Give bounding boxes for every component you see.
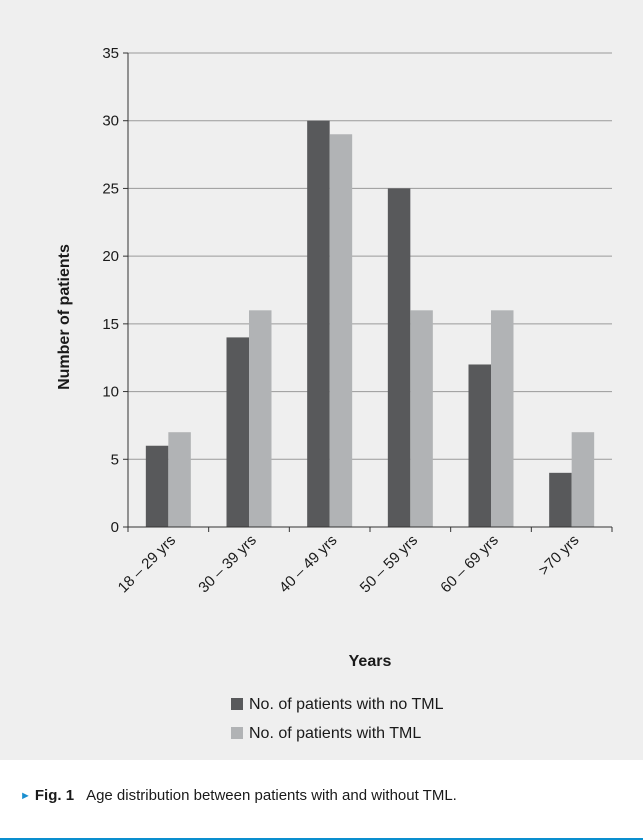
x-tick-label: 18 – 29 yrs [115, 532, 180, 597]
y-tick-label: 25 [102, 180, 119, 197]
caption-text: Age distribution between patients with a… [86, 787, 457, 804]
y-tick-label: 15 [102, 316, 119, 333]
bar-chart: 0 5 10 15 20 25 30 35 18 – 29 yrs 30 – 39 yrs 40 … [56, 45, 613, 742]
legend-label: No. of patients with no TML [249, 696, 444, 713]
x-tick-label: 50 – 59 yrs [357, 532, 422, 597]
bar-tml [571, 432, 595, 527]
legend-swatch [231, 727, 243, 739]
figure-caption-row: ► Fig. 1 Age distribution between patients… [0, 760, 643, 840]
y-tick-label: 0 [111, 519, 119, 536]
caption-arrow-icon: ► [20, 790, 31, 802]
y-tick-label: 30 [102, 113, 119, 130]
bar-tml [249, 310, 272, 527]
axes [127, 53, 612, 528]
figure-caption: ► Fig. 1 Age distribution between patients… [20, 787, 457, 804]
bar-no-tml [549, 472, 572, 527]
legend-label: No. of patients with TML [249, 725, 421, 742]
y-tick-label: 10 [102, 384, 119, 401]
x-tick-label: 60 – 69 yrs [437, 532, 502, 597]
x-axis-title: Years [349, 653, 392, 670]
y-axis-title: Number of patients [56, 244, 73, 390]
bar-no-tml [307, 120, 330, 527]
x-tick-label: 40 – 49 yrs [276, 532, 341, 597]
legend: No. of patients with no TML No. of patien… [231, 696, 444, 742]
bar-no-tml [145, 445, 169, 527]
gridlines [123, 52, 613, 532]
y-tick-label: 35 [102, 45, 119, 62]
x-tick-label: >70 yrs [535, 532, 582, 579]
bar-no-tml [468, 364, 491, 527]
bar-no-tml [387, 188, 411, 527]
bar-tml [410, 310, 433, 527]
figure-label: Fig. 1 [34, 787, 75, 804]
y-tick-labels: 0 5 10 15 20 25 30 35 [102, 45, 119, 536]
bar-no-tml [226, 337, 249, 527]
x-tick-labels: 18 – 29 yrs 30 – 39 yrs 40 – 49 yrs 50 – 59… [115, 532, 583, 597]
x-tick-label: 30 – 39 yrs [195, 532, 260, 597]
figure-panel: 0 5 10 15 20 25 30 35 18 – 29 yrs 30 – 39 yrs 40 … [0, 0, 643, 760]
legend-swatch [231, 698, 243, 710]
y-tick-label: 5 [111, 451, 119, 468]
bar-tml [168, 432, 191, 527]
bars [145, 120, 595, 527]
y-tick-label: 20 [102, 248, 119, 265]
bar-tml [329, 134, 353, 527]
bar-tml [491, 310, 514, 527]
